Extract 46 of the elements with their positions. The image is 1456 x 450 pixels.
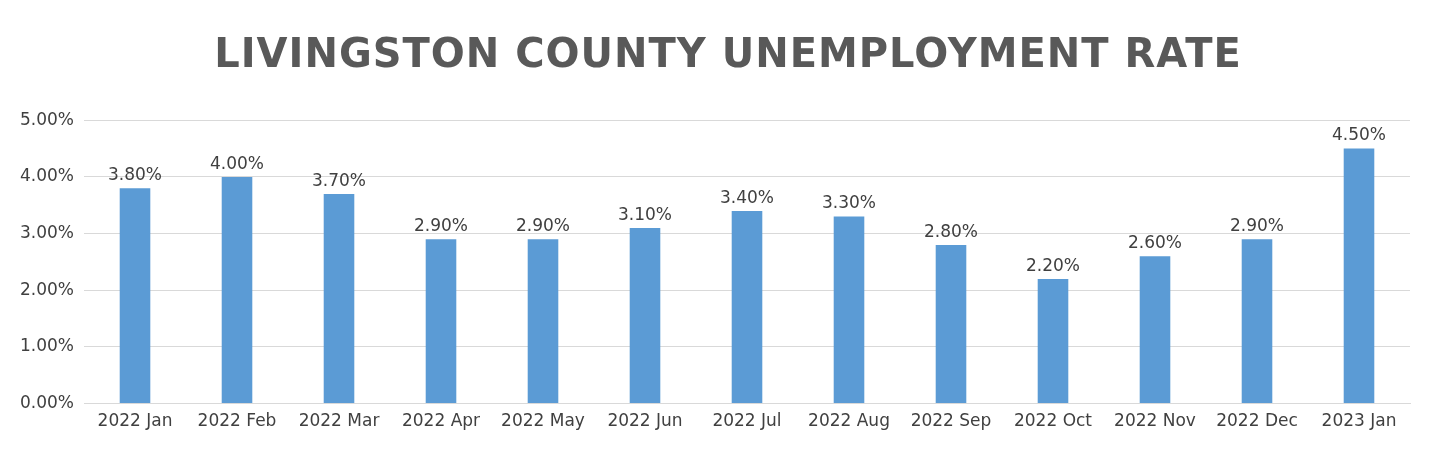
x-tick-label: 2022 Aug bbox=[808, 410, 890, 431]
y-tick-label: 0.00% bbox=[19, 392, 74, 413]
bar bbox=[425, 239, 457, 404]
x-tick-label: 2022 Sep bbox=[910, 410, 992, 431]
data-label: 2.80% bbox=[923, 220, 979, 241]
y-tick-label: 3.00% bbox=[19, 221, 74, 242]
y-tick-label: 4.00% bbox=[19, 165, 74, 186]
bar bbox=[323, 193, 355, 404]
data-label: 4.00% bbox=[210, 152, 265, 173]
y-tick-label: 2.00% bbox=[19, 278, 74, 299]
data-label: 3.10% bbox=[617, 203, 673, 224]
y-tick-label: 5.00% bbox=[19, 108, 74, 129]
data-label: 3.30% bbox=[821, 192, 877, 213]
bar bbox=[833, 216, 865, 404]
bar bbox=[629, 227, 661, 404]
x-tick-label: 2022 Oct bbox=[1013, 410, 1093, 431]
data-label: 3.40% bbox=[719, 186, 775, 207]
x-tick-label: 2023 Jan bbox=[1321, 410, 1397, 431]
x-tick-label: 2022 Dec bbox=[1216, 410, 1298, 431]
bar bbox=[935, 244, 967, 404]
bar bbox=[1343, 148, 1375, 404]
x-tick-label: 2022 May bbox=[501, 410, 585, 431]
chart-title: LIVINGSTON COUNTY UNEMPLOYMENT RATE bbox=[213, 30, 1243, 76]
data-label: 2.90% bbox=[414, 215, 469, 236]
bar bbox=[1241, 239, 1273, 404]
x-tick-label: 2022 Nov bbox=[1114, 410, 1196, 431]
bar bbox=[119, 188, 151, 404]
data-label: 4.50% bbox=[1331, 124, 1387, 145]
x-tick-label: 2022 Mar bbox=[298, 410, 380, 431]
x-tick-label: 2022 Jan bbox=[97, 410, 173, 431]
x-tick-label: 2022 Feb bbox=[197, 410, 277, 431]
x-tick-label: 2022 Jul bbox=[712, 410, 782, 431]
data-label: 2.90% bbox=[1229, 215, 1285, 236]
bar bbox=[1037, 278, 1069, 404]
data-label: 3.80% bbox=[108, 164, 163, 185]
x-tick-label: 2022 Jun bbox=[607, 410, 683, 431]
data-label: 2.90% bbox=[516, 215, 571, 236]
y-tick-label: 1.00% bbox=[19, 335, 74, 356]
x-tick-label: 2022 Apr bbox=[401, 410, 481, 431]
bar bbox=[1139, 256, 1171, 404]
bar bbox=[221, 176, 253, 404]
data-label: 2.60% bbox=[1127, 232, 1183, 253]
bar bbox=[527, 239, 559, 404]
data-label: 2.20% bbox=[1025, 254, 1081, 275]
data-label: 3.70% bbox=[312, 169, 367, 190]
bar bbox=[731, 210, 763, 404]
